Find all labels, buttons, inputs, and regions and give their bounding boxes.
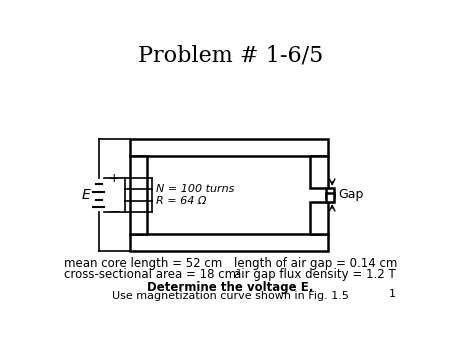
Bar bbox=[326, 193, 334, 202]
Bar bbox=[310, 202, 328, 234]
Text: cross-sectional area = 18 cm²: cross-sectional area = 18 cm² bbox=[64, 268, 241, 282]
Text: length of air gap = 0.14 cm: length of air gap = 0.14 cm bbox=[234, 257, 398, 270]
Text: mean core length = 52 cm: mean core length = 52 cm bbox=[64, 257, 222, 270]
Text: Gap: Gap bbox=[338, 189, 364, 201]
Text: Determine the voltage E.: Determine the voltage E. bbox=[148, 281, 314, 294]
Text: R = 64 Ω: R = 64 Ω bbox=[156, 196, 207, 206]
Text: air gap flux density = 1.2 T: air gap flux density = 1.2 T bbox=[234, 268, 396, 282]
Bar bbox=[130, 139, 328, 156]
Bar bbox=[326, 188, 334, 197]
Text: 1: 1 bbox=[389, 289, 396, 299]
Bar bbox=[130, 156, 147, 234]
Bar bbox=[130, 234, 328, 251]
Text: Problem # 1-6/5: Problem # 1-6/5 bbox=[138, 44, 323, 66]
Bar bbox=[310, 156, 328, 188]
Text: +: + bbox=[108, 171, 119, 185]
Text: −: − bbox=[108, 205, 120, 219]
Text: E: E bbox=[82, 188, 91, 202]
Text: Use magnetization curve shown in Fig. 1.5: Use magnetization curve shown in Fig. 1.… bbox=[112, 291, 349, 301]
Text: N = 100 turns: N = 100 turns bbox=[156, 184, 234, 194]
